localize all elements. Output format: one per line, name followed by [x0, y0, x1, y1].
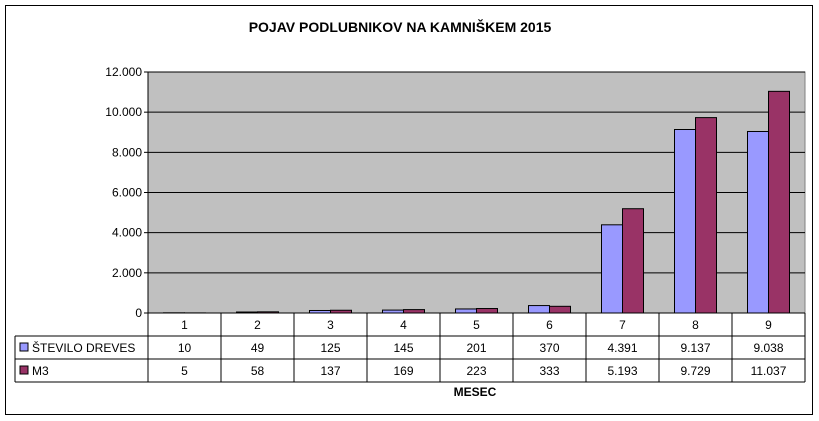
y-tick-label: 10.000 [105, 105, 142, 119]
data-label: 137 [320, 364, 340, 378]
data-label: 58 [251, 364, 265, 378]
data-label: 9.137 [680, 341, 710, 355]
data-label: 5 [181, 364, 188, 378]
legend-swatch [19, 342, 29, 352]
bar-m3-9 [768, 90, 790, 314]
bar-m3-7 [622, 208, 644, 314]
data-label: 333 [539, 364, 559, 378]
bar-stevilo-dreves-6 [528, 305, 550, 314]
x-tick-label: 9 [765, 318, 772, 332]
data-label: 201 [466, 341, 486, 355]
bars [163, 90, 790, 314]
legend-label: ŠTEVILO DREVES [32, 340, 135, 355]
y-axis-ticks: 0 2.000 4.000 6.000 8.000 10.000 12.000 [105, 65, 149, 320]
bar-m3-5 [476, 308, 498, 314]
x-tick-label: 2 [254, 318, 261, 332]
y-tick-label: 2.000 [112, 266, 142, 280]
data-label: 11.037 [751, 364, 787, 378]
data-label: 5.193 [607, 364, 637, 378]
y-tick-label: 8.000 [112, 145, 142, 159]
data-label: 223 [466, 364, 486, 378]
data-label: 10 [178, 341, 192, 355]
x-tick-label: 5 [473, 318, 480, 332]
bar-stevilo-dreves-8 [674, 128, 696, 314]
x-tick-label: 3 [327, 318, 334, 332]
y-tick-label: 0 [135, 306, 142, 320]
data-label: 145 [393, 341, 413, 355]
x-tick-label: 4 [400, 318, 407, 332]
bar-stevilo-dreves-7 [601, 224, 623, 314]
data-label: 169 [393, 364, 413, 378]
data-label: 370 [539, 341, 559, 355]
legend-swatch [19, 365, 29, 375]
data-table: 1 2 3 4 5 6 7 8 9 ŠTEVILO DREVES 10 49 125 145 201 370 4… [14, 312, 806, 383]
y-tick-label: 6.000 [112, 186, 142, 200]
data-label: 4.391 [607, 341, 637, 355]
data-label: 125 [320, 341, 340, 355]
data-label: 9.729 [680, 364, 710, 378]
x-axis-label: MESEC [454, 385, 497, 399]
y-tick-label: 12.000 [105, 65, 142, 79]
bar-m3-4 [403, 309, 425, 314]
legend-label: M3 [32, 364, 49, 378]
data-label: 49 [251, 341, 265, 355]
y-tick-label: 4.000 [112, 226, 142, 240]
bar-stevilo-dreves-5 [455, 308, 477, 314]
x-tick-label: 1 [181, 318, 188, 332]
bar-m3-8 [695, 117, 717, 314]
chart-title: POJAV PODLUBNIKOV NA KAMNIŠKEM 2015 [249, 18, 552, 35]
bar-m3-6 [549, 305, 571, 314]
x-tick-label: 6 [546, 318, 553, 332]
x-tick-label: 8 [692, 318, 699, 332]
bar-stevilo-dreves-9 [747, 130, 769, 314]
x-tick-label: 7 [619, 318, 626, 332]
data-label: 9.038 [753, 341, 783, 355]
